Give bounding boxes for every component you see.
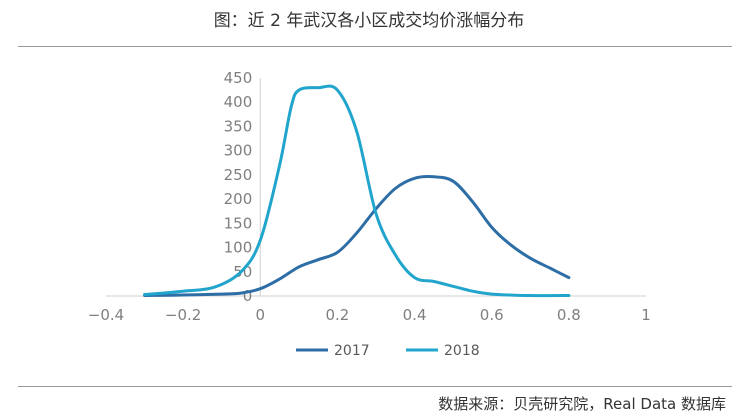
chart-title: 图：近 2 年武汉各小区成交均价涨幅分布 <box>213 11 525 31</box>
legend-label-2018: 2018 <box>444 343 480 359</box>
series-line-2018 <box>143 84 571 298</box>
bottom-divider <box>18 386 732 387</box>
legend-label-2017: 2017 <box>334 343 370 359</box>
data-source: 数据来源：贝壳研究院，Real Data 数据库 <box>438 395 726 413</box>
y-tick-label: 150 <box>224 214 253 232</box>
y-tick-label: 250 <box>224 166 253 184</box>
top-divider <box>18 46 732 47</box>
y-tick-label: 350 <box>224 117 253 135</box>
x-tick-label: 0.8 <box>557 306 581 324</box>
y-tick-label: 450 <box>224 69 253 87</box>
x-tick-label: 0.6 <box>480 306 504 324</box>
x-tick-label: 1 <box>641 306 651 324</box>
x-tick-label: 0 <box>256 306 266 324</box>
x-tick-label: 0.4 <box>403 306 427 324</box>
y-tick-label: 200 <box>224 190 253 208</box>
y-tick-label: 0 <box>243 287 253 305</box>
y-tick-label: 400 <box>224 93 253 111</box>
x-tick-label: −0.4 <box>88 306 124 324</box>
x-tick-label: 0.2 <box>325 306 349 324</box>
x-tick-label: −0.2 <box>165 306 201 324</box>
series-line-2017 <box>143 175 571 297</box>
y-tick-label: 100 <box>224 239 253 257</box>
y-tick-label: 300 <box>224 142 253 160</box>
